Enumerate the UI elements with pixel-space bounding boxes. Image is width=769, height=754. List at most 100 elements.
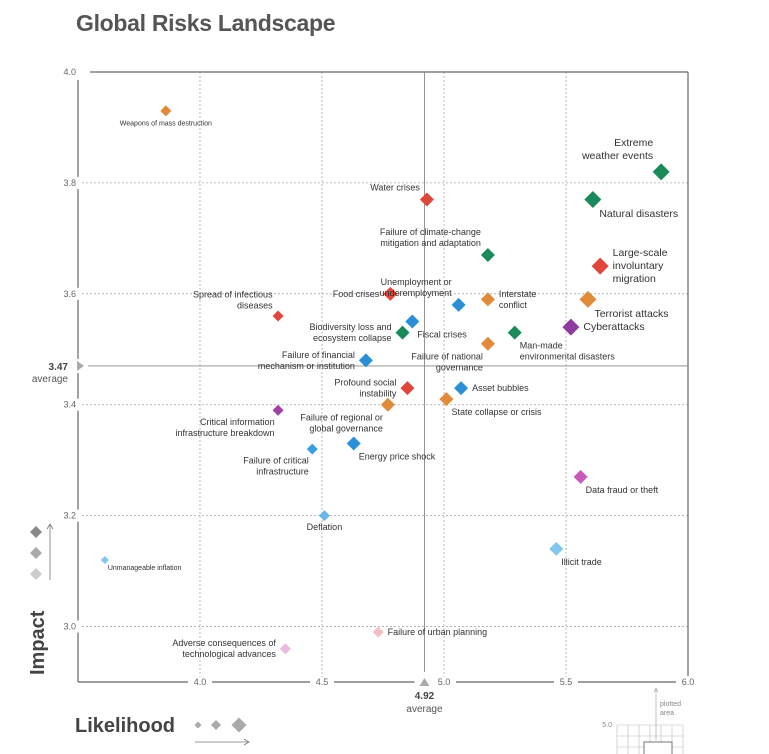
point-label-line: Food crises	[333, 289, 380, 299]
point-label-line: Deflation	[307, 522, 343, 532]
point-label-line: Unemployment or	[381, 277, 452, 287]
point-label-line: diseases	[237, 301, 273, 311]
point-label-line: Data fraud or theft	[586, 485, 659, 495]
point-label-line: Spread of infectious	[193, 290, 273, 300]
chart-title: Global Risks Landscape	[76, 10, 336, 36]
data-point-cyberattacks	[562, 318, 580, 336]
point-label-line: Asset bubbles	[472, 383, 529, 393]
point-label-line: Failure of critical	[243, 456, 309, 466]
data-point-asset-bubbles	[454, 381, 469, 396]
data-point-natural-disasters	[584, 191, 602, 209]
point-label: Water crises	[370, 183, 420, 193]
y-average-value: 3.47	[49, 362, 69, 373]
point-label-line: Large-scale	[613, 247, 668, 259]
y-tick-label: 3.4	[63, 400, 76, 410]
point-label-line: Interstate	[499, 289, 537, 299]
x-tick-label: 5.5	[560, 677, 573, 687]
point-label: State collapse or crisis	[451, 407, 542, 417]
y-tick-knockout	[74, 176, 82, 189]
point-label-line: instability	[359, 389, 397, 399]
data-point-extreme-weather-events	[652, 163, 670, 181]
point-label: Large-scale involuntary migration	[613, 247, 668, 285]
x-tick-label: 5.0	[438, 677, 451, 687]
y-tick-knockout	[74, 66, 82, 78]
point-label-line: governance	[436, 363, 483, 373]
data-point-man-made-environmental-disasters	[507, 325, 522, 340]
point-label-line: global governance	[309, 424, 383, 434]
point-label-line: Illicit trade	[561, 557, 602, 567]
x-tick-label: 6.0	[682, 677, 695, 687]
likelihood-legend-diamond	[231, 717, 247, 733]
data-point-unemployment-or-underemployment	[451, 297, 466, 312]
y-tick-label: 3.0	[63, 622, 76, 632]
y-tick-knockout	[74, 620, 82, 633]
impact-legend-diamond	[30, 526, 42, 538]
y-tick-label: 3.2	[63, 511, 76, 521]
point-label: Unmanageable inflation	[108, 565, 182, 572]
x-axis-title: Likelihood	[75, 715, 175, 737]
x-tick-knockout	[554, 677, 578, 687]
point-label-line: Failure of climate-change	[380, 227, 481, 237]
point-label-line: Cyberattacks	[583, 321, 644, 333]
point-label-line: State collapse or crisis	[451, 407, 542, 417]
point-label: Spread of infectious diseases	[193, 290, 273, 311]
point-label: Biodiversity loss and ecosystem collapse	[309, 322, 391, 343]
point-label-line: technological advances	[182, 649, 276, 659]
point-label: Adverse consequences of technological adv…	[172, 638, 276, 659]
x-average-text: average	[406, 704, 443, 715]
point-label-line: Energy price shock	[359, 452, 436, 462]
likelihood-arrow-head	[243, 738, 250, 746]
point-label-line: Extreme	[614, 137, 653, 149]
inset-plotted-box	[643, 741, 673, 754]
point-label-line: Failure of regional or	[300, 413, 383, 423]
y-tick-knockout	[74, 509, 82, 522]
y-tick-label: 3.8	[63, 178, 76, 188]
data-point-state-collapse-or-crisis	[439, 392, 454, 407]
data-point-critical-information-infrastructure-breakdown	[272, 404, 284, 416]
data-point-unmanageable-inflation	[100, 556, 109, 564]
y-tick-knockout	[74, 398, 82, 411]
point-label: Deflation	[307, 522, 343, 532]
point-label: Natural disasters	[599, 208, 678, 220]
point-label: Asset bubbles	[472, 383, 529, 393]
point-label: Fiscal crises	[417, 330, 467, 340]
point-label: Failure of climate-change mitigation and …	[380, 227, 481, 248]
point-label: Illicit trade	[561, 557, 602, 567]
point-label-line: ecosystem collapse	[313, 333, 392, 343]
point-label: Extreme weather events	[581, 137, 653, 162]
point-label-line: weather events	[581, 150, 653, 162]
point-label-line: Weapons of mass destruction	[120, 120, 212, 127]
y-tick-label: 3.6	[63, 289, 76, 299]
point-label-line: Failure of national	[411, 352, 483, 362]
point-label: Energy price shock	[359, 452, 436, 462]
impact-legend-diamond	[30, 568, 42, 580]
data-point-terrorist-attacks	[579, 290, 597, 308]
data-point-deflation	[318, 510, 330, 522]
point-label-line: mitigation and adaptation	[380, 238, 481, 248]
point-label-line: Biodiversity loss and	[309, 322, 391, 332]
point-label: Data fraud or theft	[586, 485, 659, 495]
point-label-line: Failure of financial	[282, 350, 355, 360]
point-label-line: Unmanageable inflation	[108, 565, 182, 572]
point-label-line: Terrorist attacks	[594, 308, 668, 320]
data-point-food-crises	[383, 286, 398, 301]
inset-caption: area	[660, 710, 674, 717]
point-label-line: Failure of urban planning	[388, 627, 488, 637]
data-point-water-crises	[419, 192, 434, 207]
point-label: Weapons of mass destruction	[120, 120, 212, 127]
point-label-line: environmental disasters	[520, 352, 616, 362]
x-average-marker	[419, 678, 430, 686]
point-label-line: Adverse consequences of	[172, 638, 276, 648]
data-point-adverse-consequences-of-technological-advances	[279, 643, 291, 655]
point-label: Failure of national governance	[411, 352, 483, 373]
inset-caption: plotted	[660, 701, 681, 708]
points-layer	[100, 105, 670, 655]
point-label-line: involuntary	[613, 260, 665, 272]
point-label-line: conflict	[499, 300, 528, 310]
grid-layer	[78, 72, 688, 682]
point-label: Terrorist attacks	[594, 308, 668, 320]
point-label: Failure of critical infrastructure	[243, 456, 309, 477]
point-label: Cyberattacks	[583, 321, 644, 333]
data-point-large-scale-involuntary-migration	[591, 257, 609, 275]
point-label: Critical information infrastructure break…	[176, 417, 275, 438]
